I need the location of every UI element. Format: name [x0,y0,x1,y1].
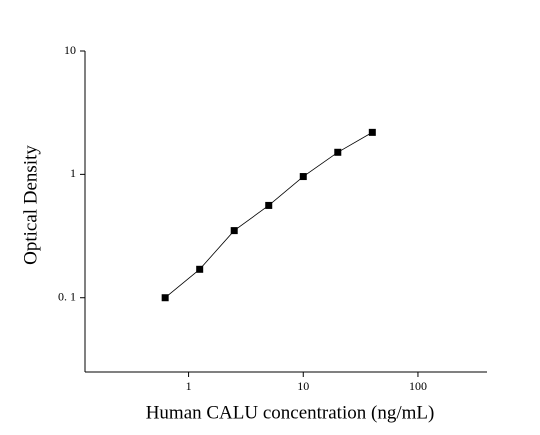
marker [265,201,273,209]
marker [368,128,376,136]
marker [196,265,204,273]
x-tick-label: 100 [409,379,427,393]
y-tick-label: 1 [70,166,76,180]
y-tick-label: 0. 1 [58,289,76,303]
y-tick-label: 10 [64,43,76,57]
marker [161,294,169,302]
x-tick-label: 10 [297,379,309,393]
x-axis-title: Human CALU concentration (ng/mL) [146,402,435,423]
y-axis-title: Optical Density [20,145,41,265]
marker [299,173,307,181]
marker [230,227,238,235]
marker [334,148,342,156]
x-tick-label: 1 [186,379,192,393]
